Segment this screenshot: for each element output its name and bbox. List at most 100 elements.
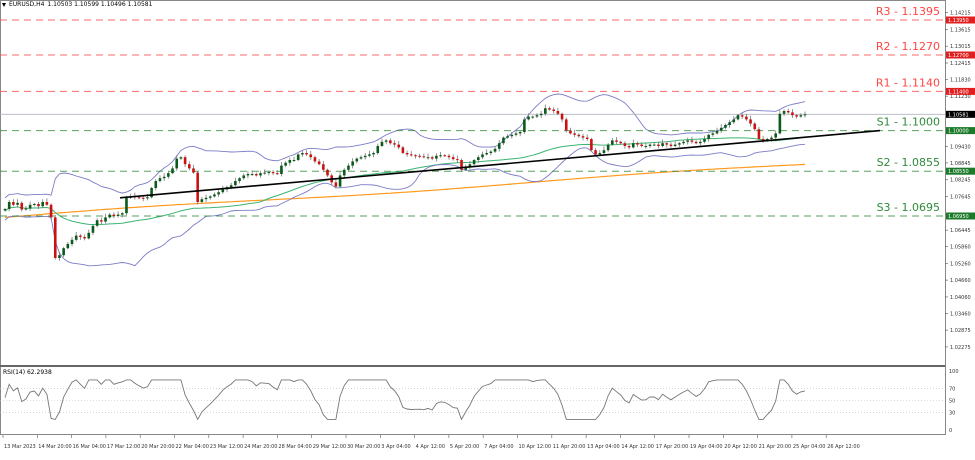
- candle-body: [611, 140, 614, 145]
- candle-body: [456, 159, 459, 161]
- candle-body: [238, 178, 241, 181]
- candle-body: [418, 155, 421, 157]
- candle-body: [615, 140, 618, 142]
- x-tick-label: 26 Apr 12:00: [827, 444, 860, 450]
- candle-body: [715, 130, 719, 134]
- level-label-r3: R3 - 1.1395: [876, 5, 940, 18]
- candle-body: [594, 150, 597, 155]
- x-tick-label: 17 Mar 12:00: [107, 444, 140, 450]
- candle-body: [263, 172, 266, 174]
- x-tick-label: 23 Mar 12:00: [210, 444, 243, 450]
- y-tick-label: 1.04060: [950, 295, 971, 301]
- candle-body: [187, 164, 191, 169]
- bollinger-upper: [4, 93, 806, 199]
- x-tick-label: 13 Apr 04:00: [587, 444, 620, 450]
- candle-body: [28, 204, 32, 209]
- candle-body: [657, 144, 660, 146]
- candle-body: [728, 122, 731, 125]
- axis-level-tag: [946, 167, 975, 175]
- rsi-axis-label: 30: [949, 410, 955, 416]
- candle-body: [347, 165, 350, 170]
- candle-body: [37, 203, 40, 207]
- candle-body: [476, 157, 480, 160]
- candle-body: [556, 111, 560, 114]
- candle-body: [112, 214, 116, 216]
- candle-body: [116, 214, 120, 216]
- y-tick-label: 1.09430: [950, 145, 971, 151]
- candle-body: [485, 153, 488, 155]
- candle-body: [24, 208, 28, 210]
- candle-body: [280, 165, 283, 174]
- candle-body: [49, 204, 53, 218]
- candle-body: [564, 119, 568, 131]
- candle-body: [631, 143, 635, 148]
- candle-body: [154, 181, 158, 188]
- level-label-r2: R2 - 1.1270: [876, 40, 940, 53]
- candle-body: [774, 133, 777, 138]
- candle-body: [405, 153, 409, 155]
- candle-body: [41, 202, 44, 207]
- candle-body: [753, 123, 757, 130]
- axis-level-tag-text: 1.11400: [948, 89, 969, 95]
- x-tick-label: 14 Apr 12:00: [621, 444, 654, 450]
- axis-level-tag: [946, 16, 975, 24]
- candle-body: [204, 197, 208, 200]
- candle-body: [736, 115, 740, 120]
- candle-body: [334, 182, 338, 187]
- candle-body: [581, 136, 585, 138]
- candle-body: [493, 148, 497, 152]
- candle-body: [384, 140, 388, 142]
- x-tick-label: 28 Mar 04:00: [278, 444, 311, 450]
- y-tick-label: 1.12415: [950, 61, 971, 67]
- candle-body: [192, 168, 195, 173]
- candle-body: [196, 172, 199, 202]
- candle-body: [255, 174, 258, 176]
- axis-level-tag: [946, 51, 975, 59]
- candle-body: [426, 157, 430, 159]
- bollinger-lower: [4, 143, 806, 267]
- y-tick-label: 1.07645: [950, 195, 971, 201]
- x-tick-label: 25 Apr 04:00: [793, 444, 826, 450]
- candle-body: [313, 157, 317, 162]
- candle-body: [745, 116, 748, 120]
- ohlc-values: 1.10503 1.10599 1.10496 1.10581: [47, 1, 153, 8]
- candle-body: [694, 141, 698, 144]
- candle-body: [271, 172, 275, 174]
- chart-header: EURUSD,H4 1.10503 1.10599 1.10496 1.1058…: [2, 1, 152, 8]
- candle-body: [275, 173, 279, 175]
- support-trendline[interactable]: [119, 129, 881, 199]
- y-tick-label: 1.05260: [950, 261, 971, 267]
- x-tick-label: 30 Mar 20:00: [347, 444, 380, 450]
- candle-body: [673, 144, 677, 146]
- candle-body: [690, 140, 694, 142]
- x-tick-label: 14 Mar 20:00: [38, 444, 71, 450]
- candle-body: [719, 127, 723, 131]
- y-tick-label: 1.11830: [950, 77, 971, 83]
- candle-body: [292, 160, 296, 161]
- y-tick-label: 1.04660: [950, 278, 971, 284]
- candle-body: [535, 115, 539, 117]
- rsi-axis-label: 70: [949, 387, 955, 393]
- dropdown-triangle-icon[interactable]: [2, 2, 6, 7]
- candle-body: [435, 155, 438, 159]
- candle-body: [573, 133, 576, 135]
- x-tick-label: 4 Apr 12:00: [416, 444, 445, 450]
- candle-body: [309, 154, 313, 158]
- candle-body: [732, 119, 736, 123]
- y-tick-label: 1.08245: [950, 178, 971, 184]
- candle-body: [146, 197, 149, 199]
- x-tick-label: 21 Apr 20:00: [759, 444, 792, 450]
- candle-body: [393, 143, 396, 145]
- candle-body: [740, 115, 744, 117]
- candle-body: [95, 220, 99, 226]
- y-tick-label: 1.13015: [950, 44, 971, 50]
- candle-body: [803, 114, 807, 116]
- x-tick-label: 24 Mar 20:00: [244, 444, 277, 450]
- candle-body: [770, 137, 773, 139]
- candle-body: [640, 144, 643, 146]
- y-tick-label: 1.08845: [950, 161, 971, 167]
- candle-body: [259, 173, 262, 176]
- y-tick-label: 1.13615: [950, 27, 971, 33]
- y-tick-label: 1.14215: [950, 11, 971, 17]
